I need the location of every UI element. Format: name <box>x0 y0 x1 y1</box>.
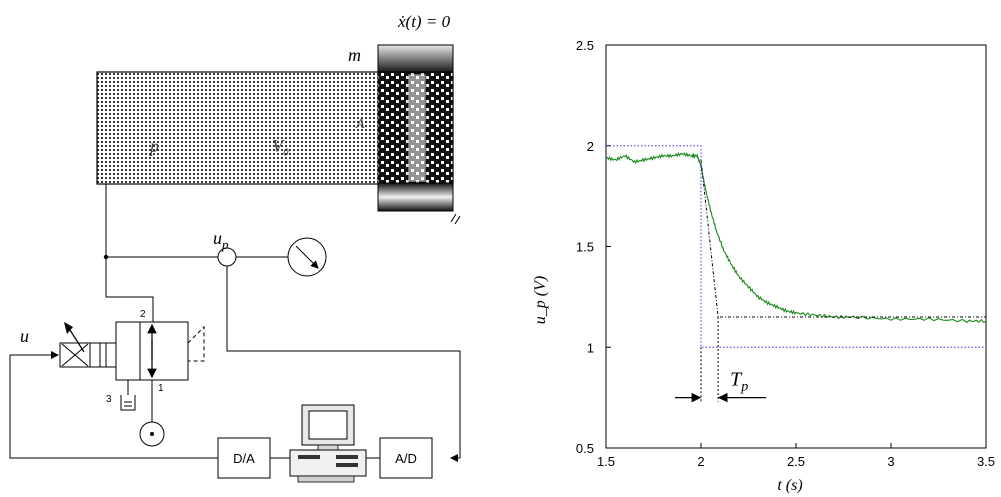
area-label: A <box>355 117 365 132</box>
ad-converter <box>379 437 433 479</box>
piston-rod-pattern <box>407 73 427 183</box>
gauge-needle-icon <box>295 245 319 269</box>
y-tick-label: 1 <box>587 340 594 355</box>
ad-label: A/D <box>395 451 417 466</box>
pump-center <box>150 432 154 436</box>
mass-label: m <box>348 45 361 65</box>
series-line-blue-dotted-step <box>606 145 986 348</box>
hydraulic-line <box>105 184 154 322</box>
velocity-label: ẋ(t) = 0 <box>397 12 451 31</box>
da-label: D/A <box>233 451 255 466</box>
volume-label: V₀ <box>272 136 289 156</box>
monitor-screen <box>308 410 348 440</box>
tp-label-sub: p <box>740 380 748 395</box>
port-2-label: 2 <box>140 309 146 320</box>
keyboard <box>297 475 355 483</box>
hydraulic-diagram: ẋ(t) = 0 m p V₀ A up <box>9 12 461 483</box>
port-1-label: 1 <box>158 383 164 394</box>
sensor-label: up <box>213 228 229 252</box>
y-tick-label: 0.5 <box>576 441 594 456</box>
x-tick-label: 3.5 <box>977 454 995 469</box>
axis-ticks: 1.5 2 2.5 3 3.5 0.5 1 1.5 2 2.5 <box>576 38 995 469</box>
x-tick-label: 3 <box>887 454 894 469</box>
y-tick-label: 2.5 <box>576 38 594 53</box>
ground-mark-2 <box>454 215 461 225</box>
variable-arrow-head <box>64 322 73 334</box>
port-3-label: 3 <box>106 394 112 405</box>
solenoid-diag-2 <box>61 343 89 367</box>
computer-icon <box>289 404 367 483</box>
pressure-label: p <box>148 136 159 156</box>
y-tick-label: 1.5 <box>576 240 594 255</box>
x-axis-label: t (s) <box>777 477 802 494</box>
input-label: u <box>20 326 29 346</box>
mass-block-bottom <box>377 182 454 212</box>
y-axis-label: u_p (V) <box>532 276 549 324</box>
sensor-label-sub: p <box>221 237 229 252</box>
drive-slot <box>298 455 320 459</box>
x-tick-label: 1.5 <box>597 454 615 469</box>
tp-annotation: Tp <box>675 317 767 403</box>
return-spring <box>187 325 205 362</box>
series-line-black-dashdot-tangent <box>700 159 986 318</box>
step-response-chart: 1.5 2 2.5 3 3.5 0.5 1 1.5 2 2.5 Tp t (s) u_p (V) <box>532 38 995 494</box>
x-tick-label: 2 <box>697 454 704 469</box>
solenoid-box-2 <box>89 342 117 368</box>
drive-slot-2 <box>336 455 358 459</box>
monitor-stand <box>317 444 339 451</box>
ground-mark <box>450 213 457 223</box>
tp-label-main: T <box>730 369 743 391</box>
control-signal-line <box>9 351 218 459</box>
x-tick-label: 2.5 <box>787 454 805 469</box>
mass-block-top <box>377 44 454 74</box>
sensor-signal-line <box>226 266 461 462</box>
tp-label: Tp <box>730 369 748 395</box>
variable-arrow-icon <box>69 329 85 353</box>
plot-area <box>605 44 987 449</box>
tank-icon <box>120 395 136 411</box>
y-tick-label: 2 <box>587 139 594 154</box>
drive-slot-3 <box>336 463 358 467</box>
servo-valve: 2 1 3 <box>59 309 205 405</box>
sensor-label-main: u <box>213 228 222 248</box>
series-layer <box>605 145 987 348</box>
